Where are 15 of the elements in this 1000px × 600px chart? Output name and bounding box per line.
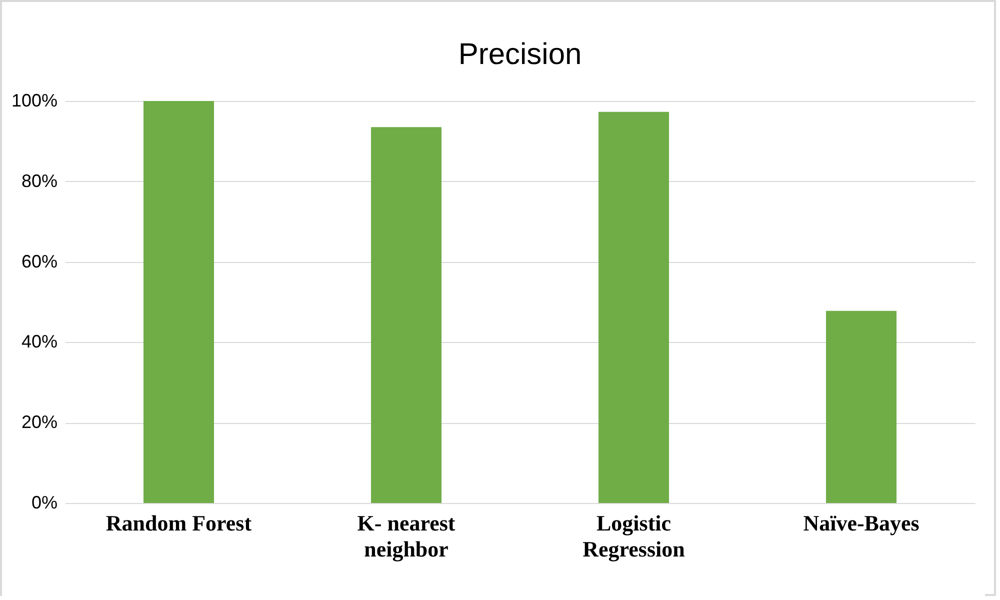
chart-title: Precision bbox=[458, 38, 582, 71]
y-tick-label: 0% bbox=[31, 492, 58, 512]
x-tick-label: Naïve-Bayes bbox=[803, 510, 920, 536]
bar bbox=[598, 112, 670, 503]
bar bbox=[143, 101, 214, 503]
y-tick-label: 60% bbox=[21, 251, 58, 272]
y-tick-label: 40% bbox=[21, 332, 58, 352]
y-tick-label: 20% bbox=[21, 412, 58, 432]
x-tick-label: K- nearest neighbor bbox=[357, 510, 456, 562]
x-tick-label: Random Forest bbox=[106, 510, 252, 536]
bar bbox=[826, 310, 897, 503]
y-tick-label: 100% bbox=[11, 90, 58, 110]
bar bbox=[370, 127, 442, 503]
x-tick-label: Logistic Regression bbox=[582, 510, 685, 562]
y-tick-label: 80% bbox=[21, 170, 58, 191]
